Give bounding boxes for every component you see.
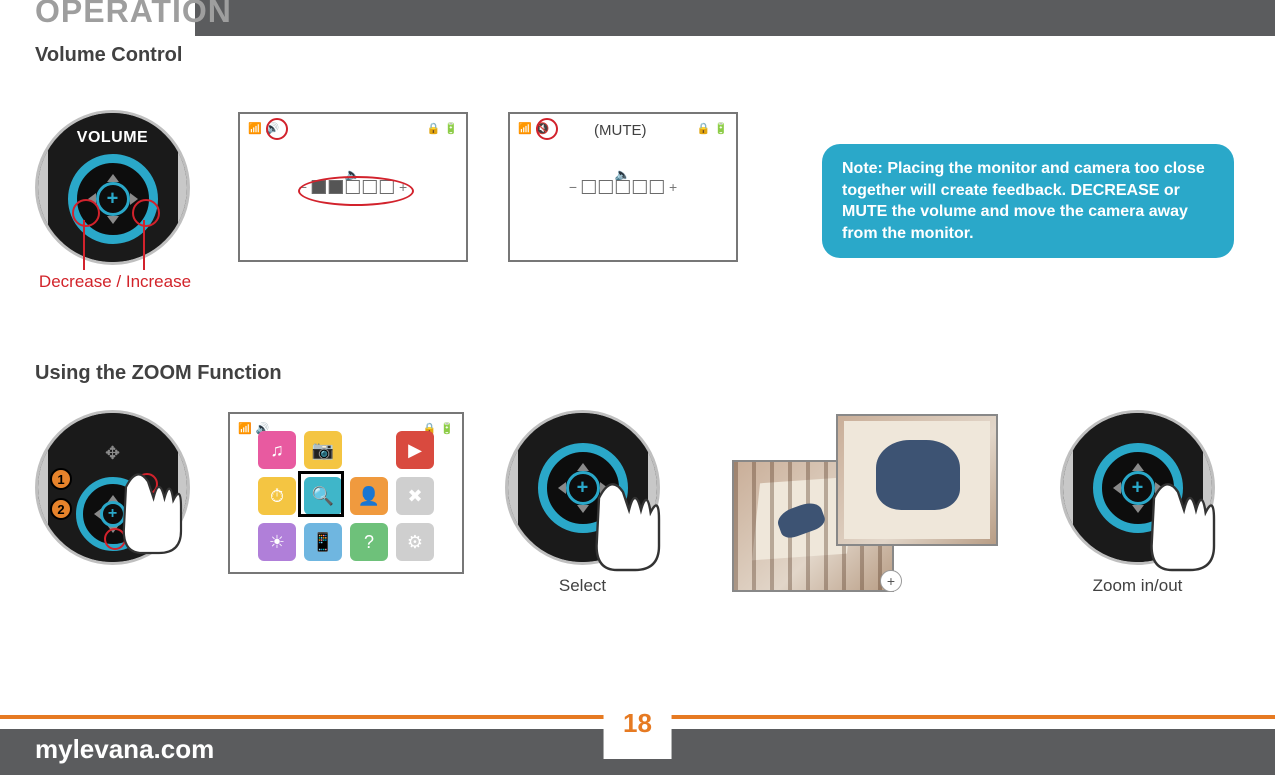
highlight-increase [132, 199, 160, 227]
menu-grid: ♫📷 ▶ ⏱🔍👤✖ ☀📱?⚙ [258, 431, 434, 561]
hand-pointer-icon [575, 462, 695, 582]
signal-icon: 📶 [518, 122, 532, 135]
menu-item: ☀ [258, 523, 296, 561]
plus-icon: + [667, 179, 679, 195]
crib-zoomed [836, 414, 998, 546]
baby-figure [876, 440, 960, 510]
arrow-up-icon [107, 174, 119, 182]
battery-icon: 🔋 [714, 122, 728, 135]
menu-item [350, 431, 388, 469]
volume-box [599, 180, 613, 194]
volume-indicator-mute: − + [567, 179, 679, 195]
page-title: OPERATION [35, 0, 232, 30]
screen-menu: 📶 🔊 🔒 🔋 ♫📷▶⏱🔍👤✖☀📱?⚙ [228, 412, 464, 574]
footer-site: mylevana.com [35, 734, 214, 765]
highlight-decrease [72, 199, 100, 227]
page-number: 18 [603, 704, 672, 759]
minus-icon: − [567, 179, 579, 195]
menu-selection [298, 471, 344, 517]
section-heading-volume: Volume Control [35, 44, 182, 67]
volume-dial-label: VOLUME [77, 129, 148, 147]
volume-dial: VOLUME + [35, 110, 190, 265]
lock-icon: 🔒 [427, 122, 441, 135]
signal-icon: 📶 [248, 122, 262, 135]
arrow-left-icon [558, 482, 566, 494]
volume-box [582, 180, 596, 194]
highlight-speaker [266, 118, 288, 140]
signal-icon: 📶 [238, 422, 252, 435]
hand-pointer-icon [104, 454, 214, 564]
screen-volume: 📶 🔊 🔒 🔋 🔈 − + [238, 112, 468, 262]
caption-decrease-increase: Decrease / Increase [35, 272, 195, 292]
battery-icon: 🔋 [440, 422, 454, 435]
menu-item: ⚙ [396, 523, 434, 561]
callout-line [83, 220, 85, 270]
volume-box [616, 180, 630, 194]
hand-pointer-icon [1130, 462, 1250, 582]
menu-item: ? [350, 523, 388, 561]
mute-label: (MUTE) [594, 122, 647, 139]
screen-mute: 📶 🔇 🔒 🔋 (MUTE) 🔈 − + [508, 112, 738, 262]
arrow-down-icon [107, 216, 119, 224]
menu-item: 📱 [304, 523, 342, 561]
zoom-plus-icon: + [880, 570, 902, 592]
note-box: Note: Placing the monitor and camera too… [822, 144, 1234, 258]
plus-icon: + [107, 188, 119, 211]
highlight-volume-bar [298, 176, 414, 206]
volume-box [633, 180, 647, 194]
section-heading-zoom: Using the ZOOM Function [35, 362, 282, 385]
menu-item: ♫ [258, 431, 296, 469]
volume-box [650, 180, 664, 194]
badge-2: 2 [50, 498, 72, 520]
highlight-mute-speaker [536, 118, 558, 140]
callout-line [143, 220, 145, 270]
menu-item: ⏱ [258, 477, 296, 515]
menu-item: 🔍 [304, 477, 342, 515]
menu-item: 👤 [350, 477, 388, 515]
menu-item: 📷 [304, 431, 342, 469]
menu-item: ✖ [396, 477, 434, 515]
menu-item: ▶ [396, 431, 434, 469]
badge-1: 1 [50, 468, 72, 490]
battery-icon: 🔋 [444, 122, 458, 135]
lock-icon: 🔒 [697, 122, 711, 135]
arrow-left-icon [1113, 482, 1121, 494]
